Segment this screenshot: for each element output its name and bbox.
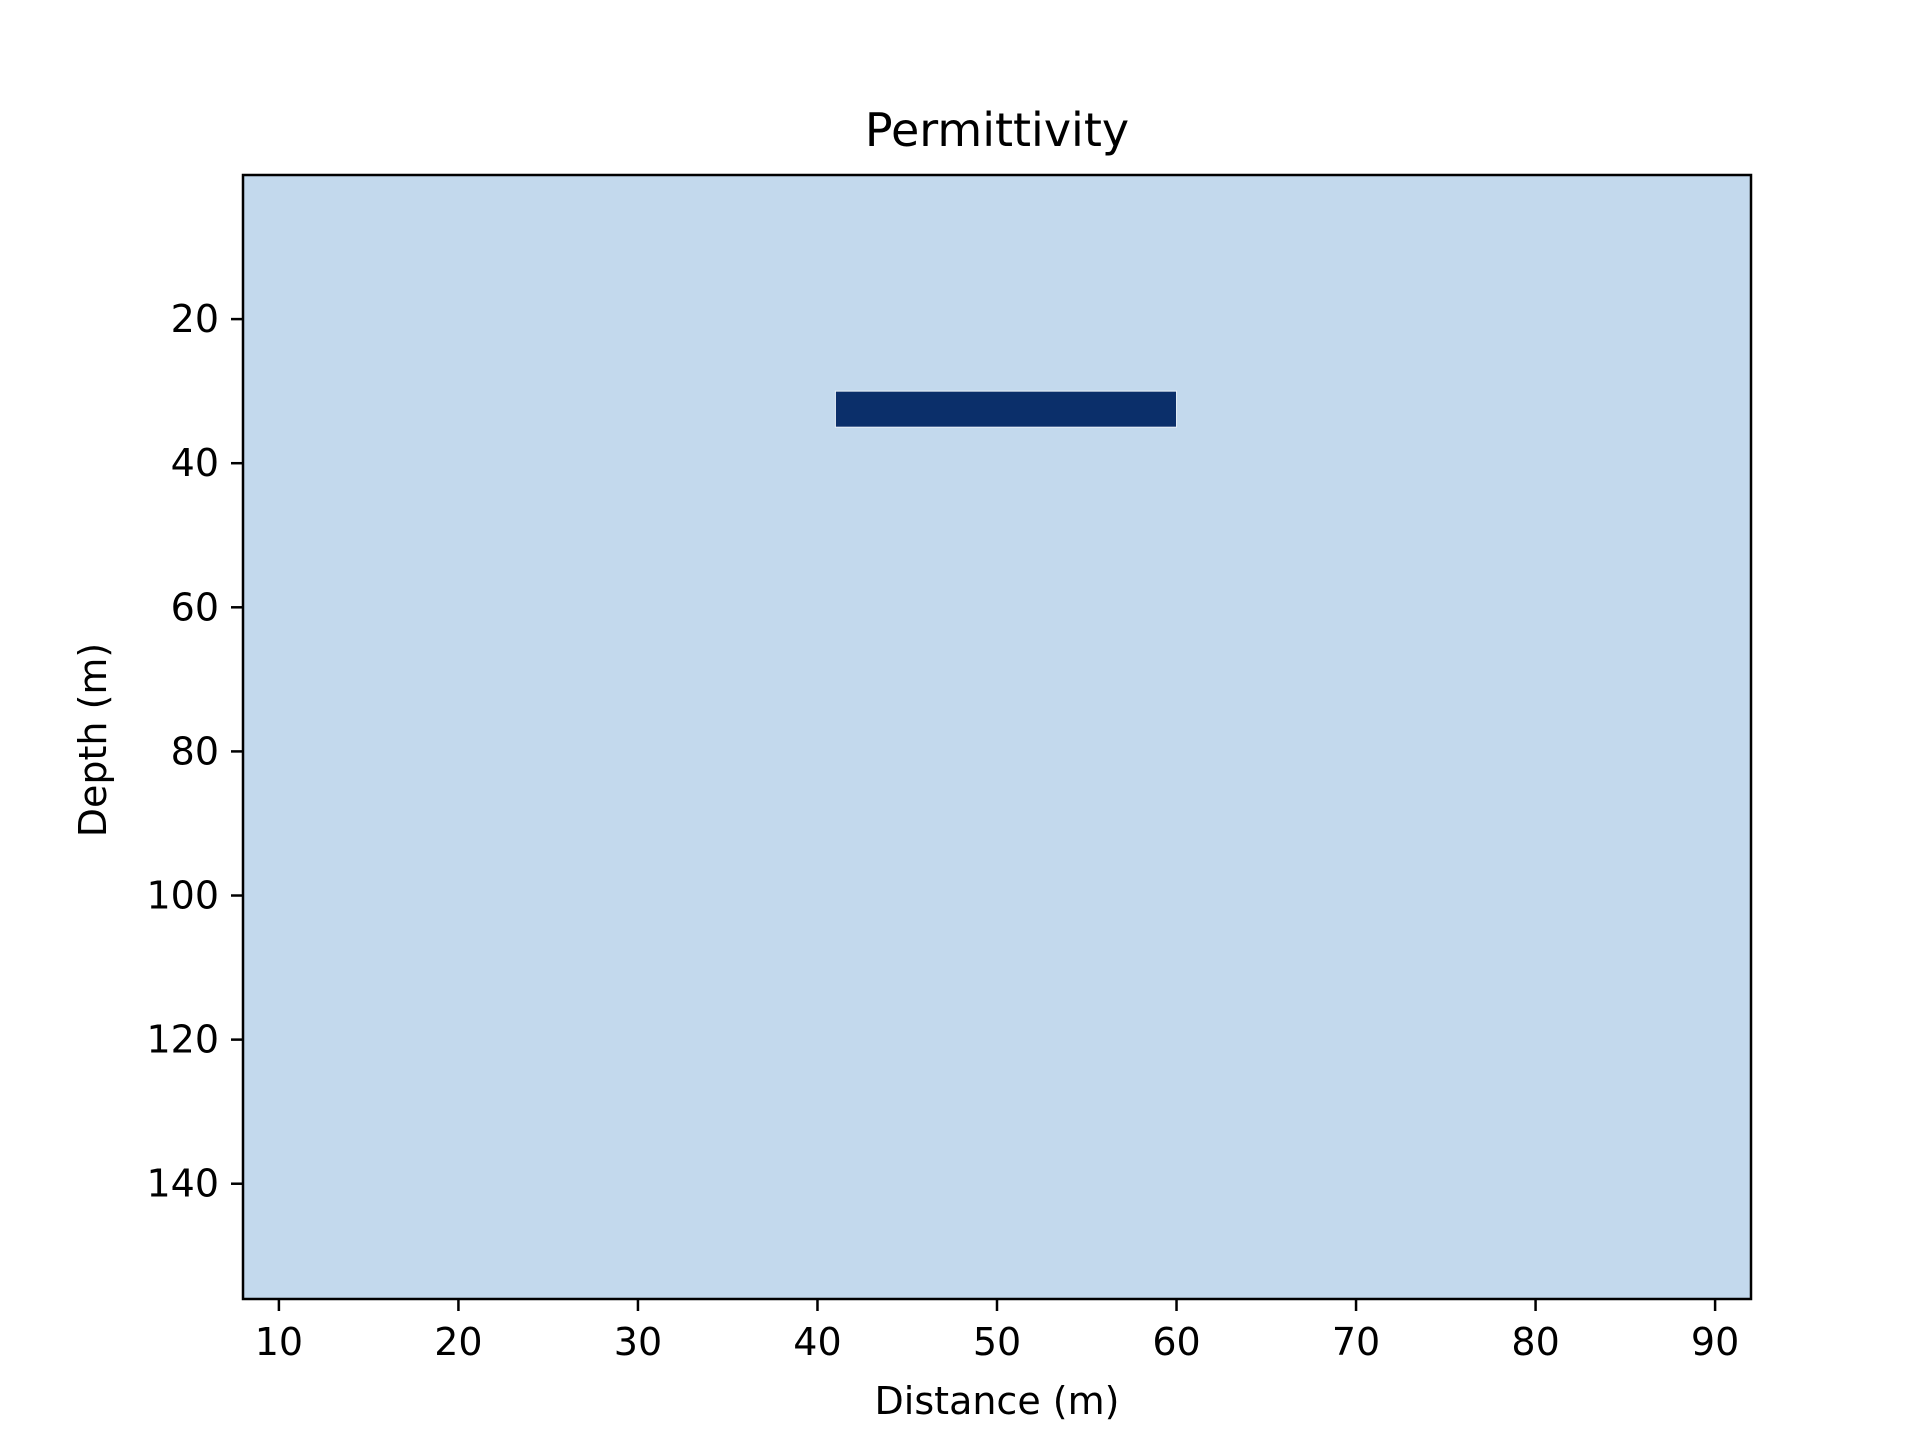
x-tick-label: 80 — [1511, 1320, 1559, 1364]
x-tick-label: 10 — [255, 1320, 303, 1364]
y-tick-label: 140 — [146, 1162, 219, 1206]
y-axis-label: Depth (m) — [71, 643, 115, 838]
y-tick-label: 100 — [146, 874, 219, 918]
y-tick-label: 80 — [171, 729, 219, 773]
y-tick-label: 120 — [146, 1018, 219, 1062]
x-tick-label: 90 — [1691, 1320, 1739, 1364]
y-tick-label: 60 — [171, 585, 219, 629]
anomaly-layer — [834, 390, 1178, 428]
y-axis-ticks: 20 40 60 80 100 120 140 — [146, 297, 243, 1206]
plot-area — [243, 175, 1751, 1299]
y-tick-label: 40 — [171, 441, 219, 485]
anomaly-block — [834, 390, 1178, 428]
x-axis-label: Distance (m) — [875, 1379, 1120, 1423]
x-tick-label: 70 — [1332, 1320, 1380, 1364]
x-tick-label: 60 — [1152, 1320, 1200, 1364]
y-tick-label: 20 — [171, 297, 219, 341]
x-tick-label: 30 — [614, 1320, 662, 1364]
chart-title: Permittivity — [865, 103, 1129, 157]
x-tick-label: 40 — [793, 1320, 841, 1364]
x-axis-ticks: 10 20 30 40 50 60 70 80 90 — [255, 1299, 1739, 1364]
x-tick-label: 20 — [434, 1320, 482, 1364]
x-tick-label: 50 — [973, 1320, 1021, 1364]
